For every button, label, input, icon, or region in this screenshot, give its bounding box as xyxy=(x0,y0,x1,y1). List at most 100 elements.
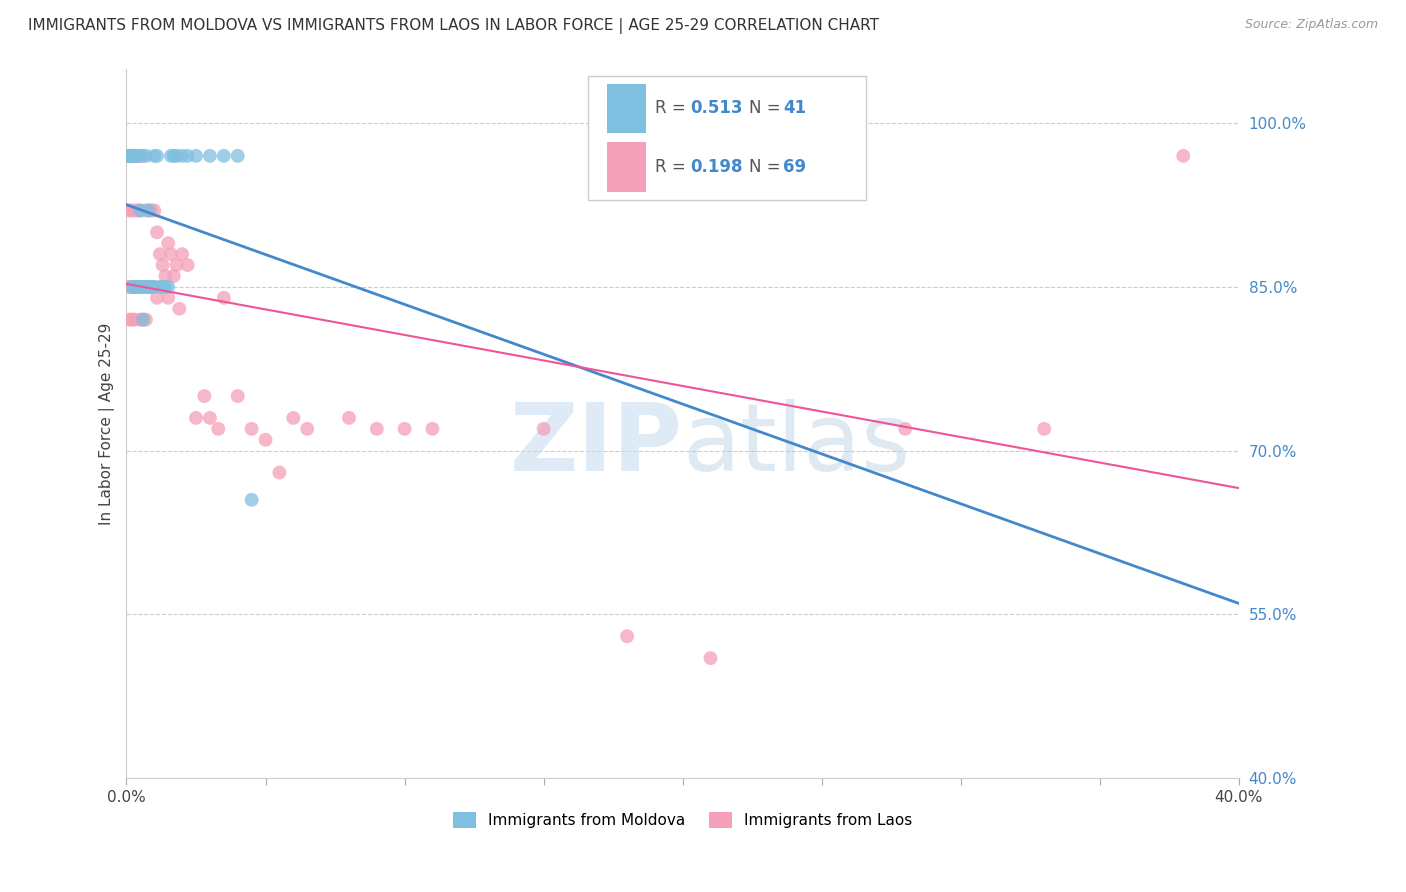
Point xyxy=(121,149,143,163)
Point xyxy=(172,247,194,261)
Point xyxy=(129,312,152,326)
Point xyxy=(146,225,169,239)
Point xyxy=(160,149,183,163)
Point xyxy=(212,149,235,163)
Point xyxy=(141,280,163,294)
Point xyxy=(132,312,155,326)
Point xyxy=(132,280,155,294)
Point xyxy=(118,149,141,163)
Text: R =: R = xyxy=(655,99,690,118)
Point xyxy=(155,280,177,294)
Point xyxy=(124,203,146,218)
Text: IMMIGRANTS FROM MOLDOVA VS IMMIGRANTS FROM LAOS IN LABOR FORCE | AGE 25-29 CORRE: IMMIGRANTS FROM MOLDOVA VS IMMIGRANTS FR… xyxy=(28,18,879,34)
Point xyxy=(138,203,160,218)
Point xyxy=(127,149,149,163)
Point xyxy=(198,149,221,163)
Point xyxy=(240,422,263,436)
Point xyxy=(127,149,149,163)
Point xyxy=(166,258,188,272)
FancyBboxPatch shape xyxy=(588,76,866,200)
Point xyxy=(124,280,146,294)
Text: 69: 69 xyxy=(783,158,806,176)
Text: R =: R = xyxy=(655,158,690,176)
Point xyxy=(337,411,360,425)
Point xyxy=(129,149,152,163)
Point xyxy=(143,203,166,218)
Point xyxy=(533,422,555,436)
Point xyxy=(124,280,146,294)
Text: N =: N = xyxy=(749,99,786,118)
Point xyxy=(149,247,172,261)
Point xyxy=(212,291,235,305)
Text: 41: 41 xyxy=(783,99,806,118)
Point xyxy=(176,149,198,163)
Point xyxy=(132,312,155,326)
Point xyxy=(135,280,157,294)
Point xyxy=(894,422,917,436)
Point xyxy=(160,247,183,261)
Point xyxy=(1033,422,1056,436)
Point xyxy=(118,149,141,163)
Point xyxy=(121,149,143,163)
Point xyxy=(121,280,143,294)
Point xyxy=(254,433,277,447)
Point xyxy=(129,203,152,218)
Bar xyxy=(607,84,645,133)
Point xyxy=(143,149,166,163)
Point xyxy=(118,149,141,163)
Point xyxy=(127,280,149,294)
Point xyxy=(169,301,191,316)
Point xyxy=(149,280,172,294)
Point xyxy=(124,149,146,163)
Point xyxy=(157,280,180,294)
Point xyxy=(616,629,638,643)
Point xyxy=(118,203,141,218)
Point xyxy=(118,149,141,163)
Point xyxy=(118,280,141,294)
Point xyxy=(129,280,152,294)
Point xyxy=(157,236,180,251)
Point xyxy=(146,291,169,305)
Point xyxy=(240,492,263,507)
Point xyxy=(166,149,188,163)
Point xyxy=(138,203,160,218)
Point xyxy=(124,312,146,326)
Point xyxy=(138,280,160,294)
Point xyxy=(699,651,721,665)
Point xyxy=(121,280,143,294)
Bar xyxy=(607,142,645,192)
Text: Source: ZipAtlas.com: Source: ZipAtlas.com xyxy=(1244,18,1378,31)
Point xyxy=(132,149,155,163)
Point xyxy=(121,149,143,163)
Point xyxy=(226,149,249,163)
Point xyxy=(163,149,186,163)
Point xyxy=(132,280,155,294)
Point xyxy=(143,280,166,294)
Legend: Immigrants from Moldova, Immigrants from Laos: Immigrants from Moldova, Immigrants from… xyxy=(447,806,918,834)
Point xyxy=(143,280,166,294)
Point xyxy=(141,203,163,218)
Point xyxy=(135,149,157,163)
Point xyxy=(152,280,174,294)
Point xyxy=(172,149,194,163)
Point xyxy=(141,280,163,294)
Point xyxy=(157,291,180,305)
Point xyxy=(366,422,388,436)
Point xyxy=(129,280,152,294)
Point xyxy=(121,149,143,163)
Point xyxy=(124,149,146,163)
Point xyxy=(135,203,157,218)
Point xyxy=(152,258,174,272)
Point xyxy=(184,149,207,163)
Point xyxy=(269,466,291,480)
Point xyxy=(135,312,157,326)
Point xyxy=(163,268,186,283)
Point xyxy=(283,411,305,425)
Point xyxy=(176,258,198,272)
Text: ZIP: ZIP xyxy=(510,399,683,491)
Point xyxy=(193,389,215,403)
Point xyxy=(155,268,177,283)
Point xyxy=(226,389,249,403)
Point xyxy=(138,280,160,294)
Point xyxy=(783,149,806,163)
